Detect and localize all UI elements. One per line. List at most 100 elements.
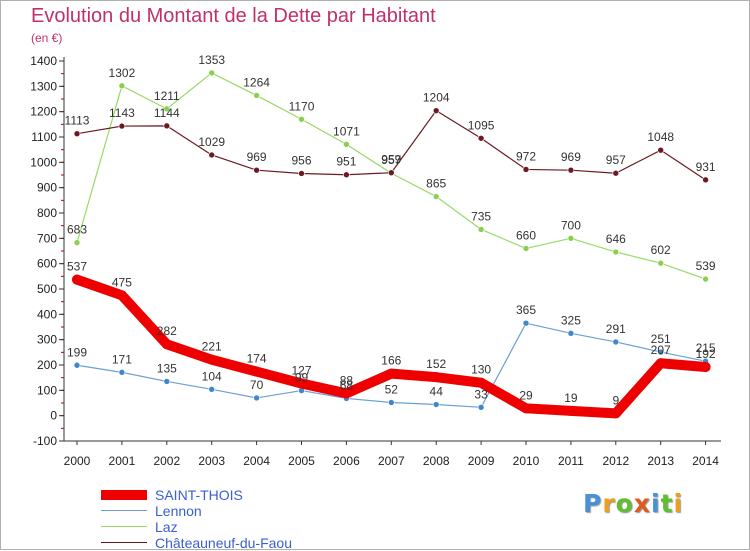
y-tick-label: 100: [37, 383, 57, 397]
legend-swatch: [101, 490, 147, 500]
data-point: [163, 378, 171, 385]
y-tick-label: 700: [37, 231, 57, 245]
data-point: [73, 130, 81, 138]
data-point: [432, 107, 440, 114]
data-point: [72, 274, 82, 285]
data-point: [700, 362, 711, 373]
data-point: [522, 245, 530, 252]
data-point: [477, 404, 485, 411]
x-tick-label: 2010: [513, 454, 540, 468]
data-point: [567, 235, 575, 242]
y-tick-label: 600: [37, 257, 57, 271]
y-tick-label: 200: [37, 358, 57, 372]
data-point: [163, 122, 171, 130]
data-label: 52: [385, 382, 399, 396]
data-label: 646: [606, 232, 626, 246]
data-point: [298, 115, 305, 123]
data-label: 215: [696, 341, 716, 355]
data-label: 291: [606, 322, 626, 336]
data-label: 660: [516, 228, 536, 242]
data-point: [387, 399, 395, 406]
data-label: 1204: [423, 91, 450, 105]
data-label: 969: [561, 150, 581, 164]
data-point: [567, 330, 575, 337]
data-label: 865: [426, 177, 446, 191]
data-point: [298, 170, 305, 177]
data-point: [208, 386, 215, 393]
data-label: 135: [157, 361, 177, 375]
data-label: 1071: [333, 124, 360, 138]
legend-swatch: [101, 542, 147, 543]
y-tick-label: 800: [37, 206, 57, 220]
data-point: [343, 141, 350, 148]
data-label: 9: [612, 393, 619, 407]
x-tick-label: 2014: [692, 454, 719, 468]
data-label: 602: [651, 243, 671, 257]
data-label: 1353: [198, 53, 225, 67]
y-tick-label: 1100: [31, 130, 57, 144]
data-point: [253, 92, 260, 99]
data-label: 221: [202, 340, 222, 354]
data-point: [565, 405, 576, 416]
data-label: 365: [516, 303, 536, 317]
legend-label: Laz: [155, 519, 178, 535]
data-label: 282: [157, 324, 177, 338]
x-tick-label: 2008: [423, 454, 450, 468]
data-label: 683: [67, 223, 87, 237]
x-tick-label: 2001: [109, 454, 136, 468]
data-point: [296, 378, 307, 389]
x-tick-label: 2006: [333, 454, 360, 468]
data-point: [477, 134, 485, 142]
data-point: [118, 369, 126, 376]
data-point: [253, 394, 260, 402]
x-tick-label: 2012: [602, 454, 629, 468]
data-label: 33: [474, 387, 488, 401]
x-tick-label: 2000: [64, 454, 91, 468]
data-label: 957: [606, 153, 626, 167]
data-point: [386, 368, 397, 379]
data-label: 700: [561, 218, 581, 232]
data-label: 104: [202, 369, 222, 383]
data-label: 199: [67, 345, 87, 359]
data-label: 1144: [154, 106, 180, 120]
data-point: [521, 403, 531, 414]
data-point: [476, 377, 487, 388]
proxiti-logo: Proxiti: [583, 489, 684, 518]
data-point: [431, 372, 442, 383]
data-label: 325: [561, 313, 581, 327]
data-point: [657, 146, 665, 154]
data-point: [432, 193, 440, 200]
legend-swatch: [101, 526, 147, 527]
data-point: [522, 319, 530, 327]
x-tick-label: 2013: [647, 454, 674, 468]
y-tick-label: 1400: [30, 54, 57, 68]
data-point: [161, 339, 172, 350]
data-label: 972: [516, 149, 536, 163]
data-point: [655, 358, 666, 369]
data-label: 152: [426, 357, 446, 371]
data-point: [657, 348, 665, 356]
data-point: [702, 275, 709, 283]
data-point: [612, 338, 620, 346]
data-point: [251, 366, 262, 377]
y-tick-label: 1300: [30, 79, 57, 93]
data-label: 68: [340, 378, 354, 392]
data-label: 1029: [198, 135, 225, 149]
data-label: 1048: [647, 130, 674, 144]
data-label: 29: [519, 388, 533, 402]
data-point: [387, 169, 395, 177]
x-tick-label: 2011: [558, 454, 584, 468]
x-tick-label: 2002: [153, 454, 180, 468]
y-tick-label: 1200: [30, 105, 57, 119]
data-point: [522, 166, 530, 173]
legend-swatch: [101, 510, 147, 511]
data-label: 1095: [468, 118, 495, 132]
data-label: 957: [381, 153, 401, 167]
y-tick-label: 400: [37, 307, 57, 321]
y-tick-label: 300: [37, 333, 57, 347]
data-point: [208, 151, 215, 159]
data-label: 88: [340, 373, 354, 387]
data-label: 171: [112, 352, 132, 366]
